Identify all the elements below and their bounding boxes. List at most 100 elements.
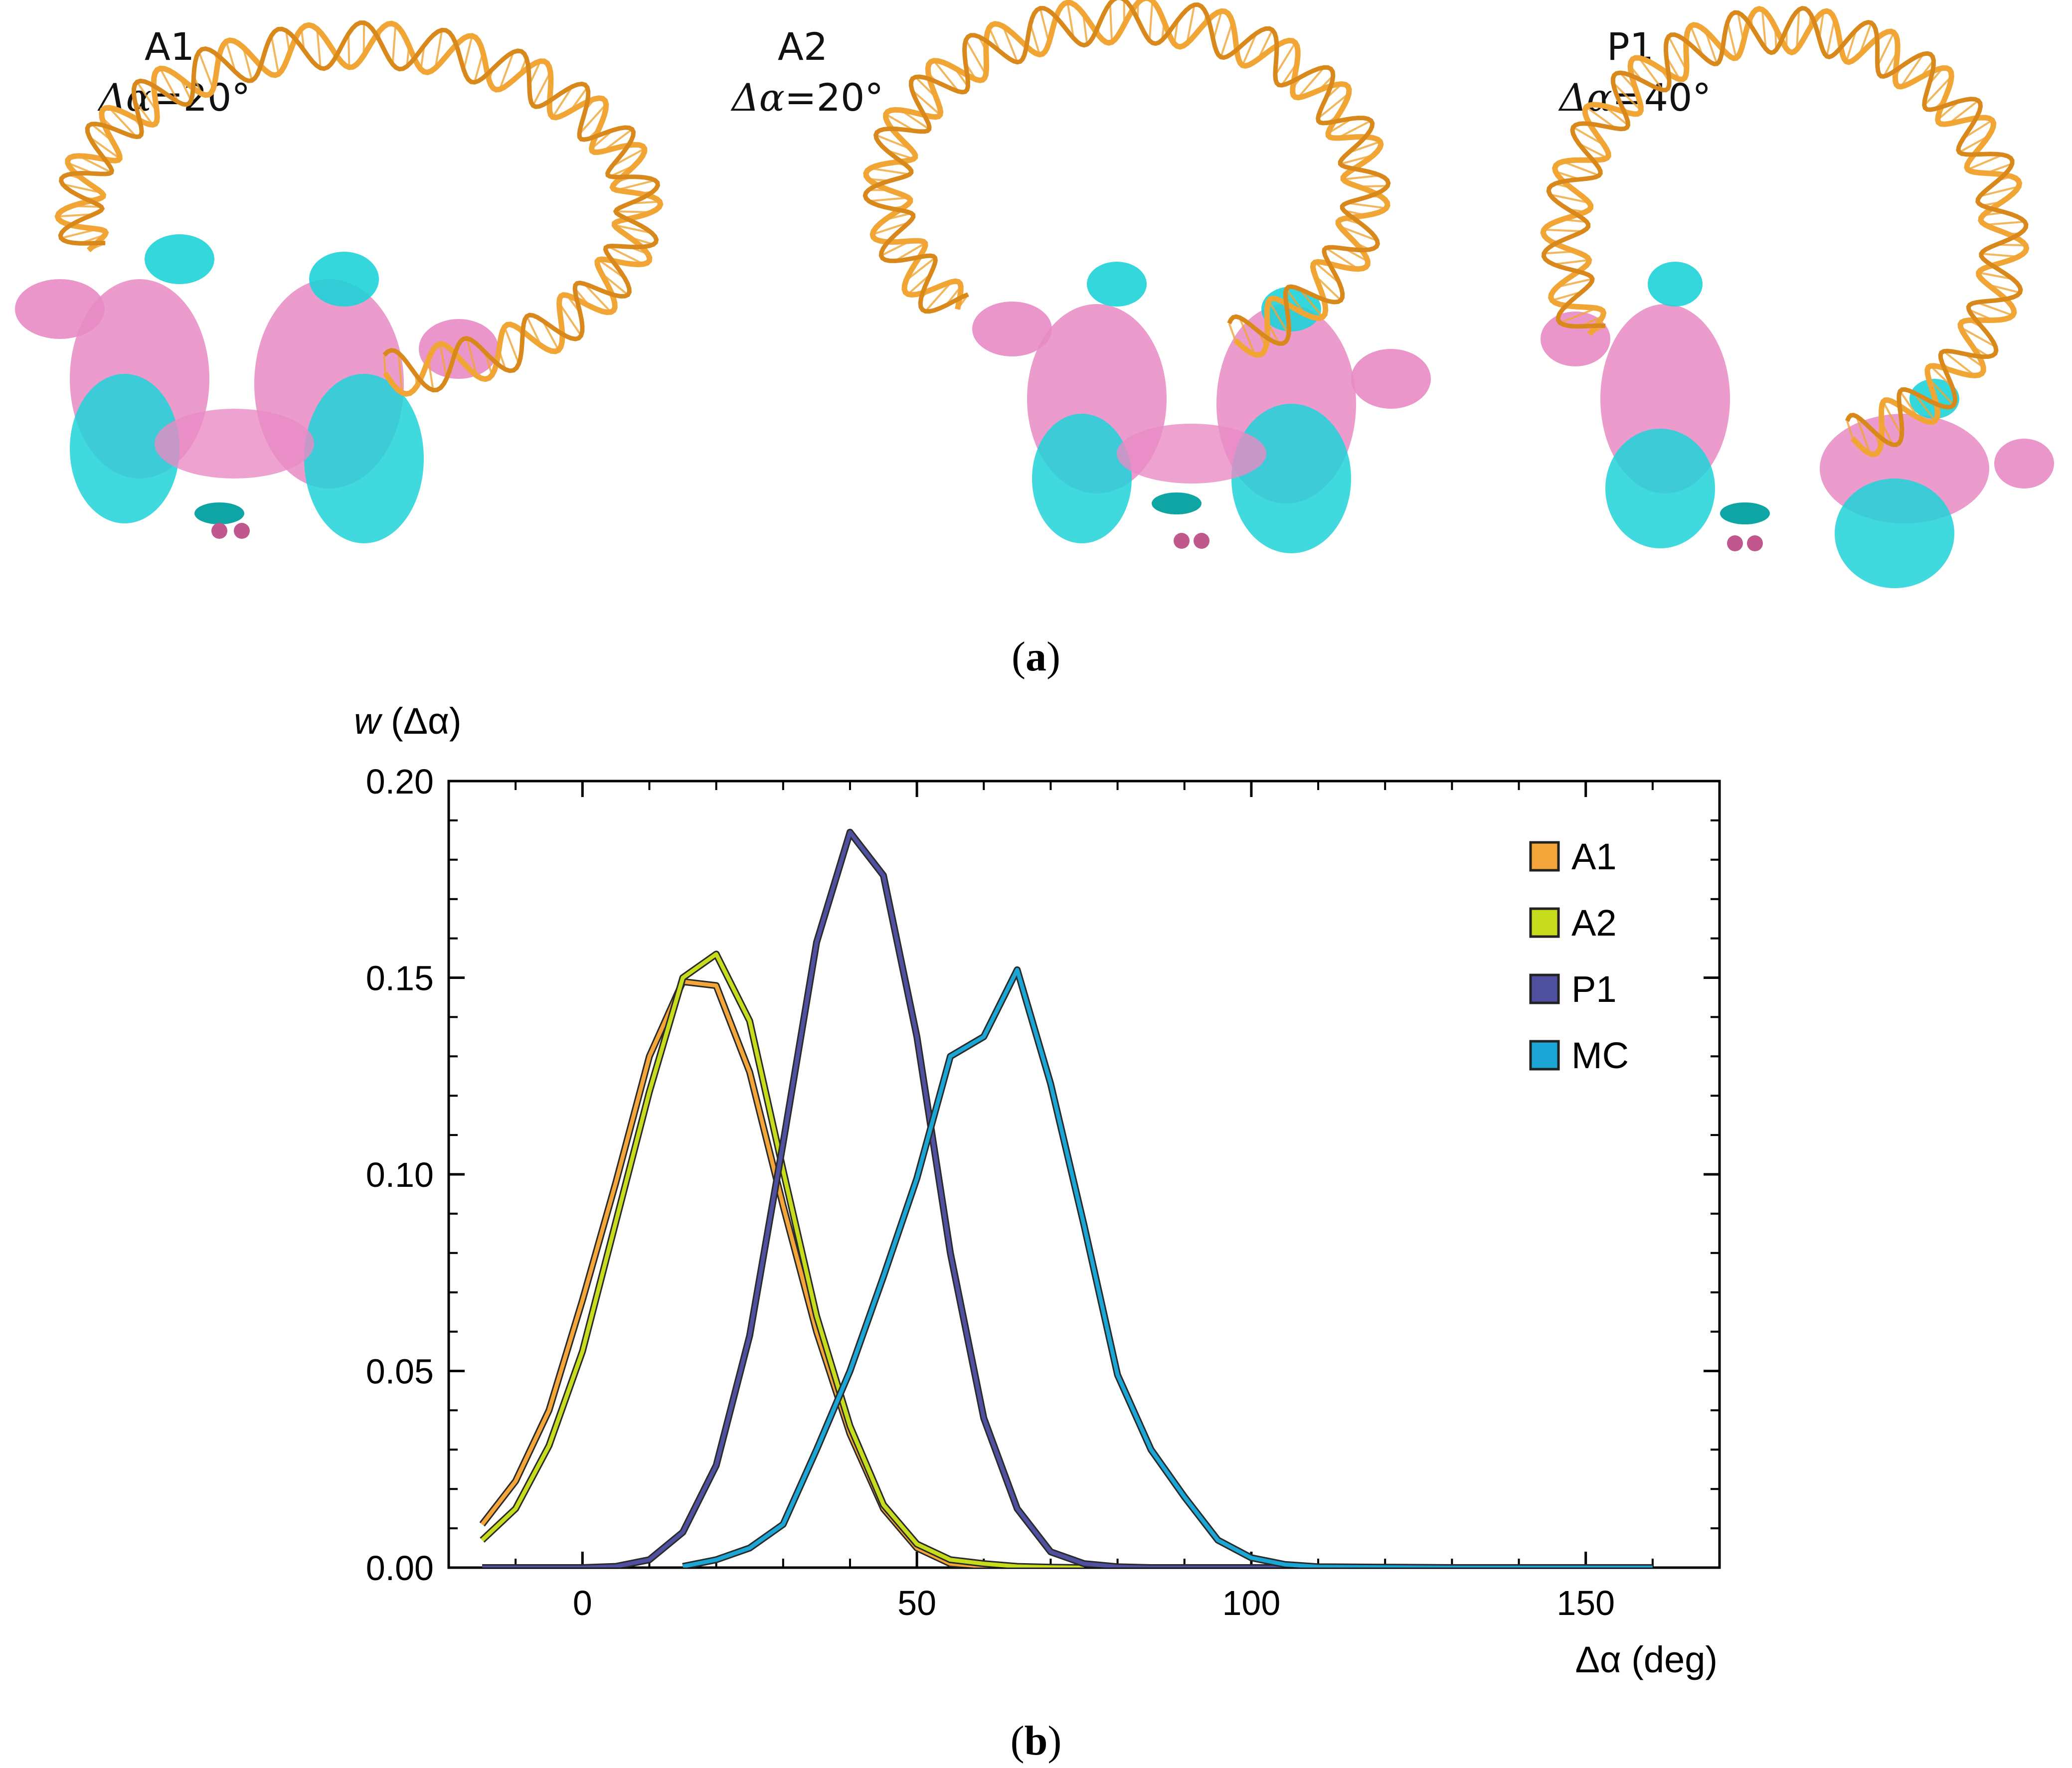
series-line-mc: [682, 967, 1653, 1568]
series-lines: [479, 828, 1653, 1568]
series-outline-mc: [682, 966, 1653, 1568]
dna-base-pair: [583, 283, 612, 313]
dna-base-pair: [1985, 220, 2025, 226]
dna-base-pair: [1109, 3, 1113, 42]
dna-base-pair: [611, 148, 645, 167]
dna-base-pair: [1877, 32, 1895, 67]
dna-base-pair: [1612, 82, 1642, 111]
dna-base-pair: [1039, 8, 1050, 43]
y-tick-label-0: 0.00: [366, 1549, 434, 1588]
dna-base-pair: [198, 51, 214, 90]
y-axis-label: w (Δα): [354, 700, 462, 742]
dna-base-pair: [89, 136, 121, 160]
dna-base-pair: [1855, 416, 1872, 455]
dna-base-pair: [1066, 2, 1075, 38]
series-line-a2: [481, 952, 1084, 1568]
dna-base-pair: [1943, 350, 1976, 377]
dna-base-pair: [870, 167, 910, 175]
dna-base-pair: [1826, 18, 1836, 57]
dna-base-pair: [1347, 202, 1386, 209]
dna-base-pair: [1544, 228, 1583, 233]
dna-base-pair: [965, 39, 987, 75]
dna-base-pair: [439, 343, 448, 379]
series-p1: [482, 828, 1319, 1568]
dna-base-pair: [1638, 57, 1664, 91]
dna-base-pair: [905, 257, 936, 282]
dna-base-pair: [1979, 185, 2019, 197]
dna-base-pair: [1556, 278, 1593, 288]
dna-base-pair: [1923, 75, 1952, 106]
dna-base-pair: [499, 51, 515, 90]
dna-base-pair: [159, 68, 179, 103]
dna-base-pair: [1690, 25, 1704, 57]
dna-base-pair: [383, 355, 386, 373]
dna-base-pair: [1339, 225, 1378, 242]
structure-p1: P1 Δα=40°: [1541, 24, 2054, 588]
legend-label-p1: P1: [1571, 968, 1617, 1010]
dna-base-pair: [1148, 0, 1154, 41]
legend-label-a2: A2: [1571, 902, 1617, 944]
dna-base-pair: [347, 33, 350, 68]
series-mc: [682, 966, 1653, 1568]
dna-base-pair: [1978, 271, 2013, 280]
dna-base-pair: [1882, 401, 1903, 437]
dna-base-pair: [1238, 317, 1256, 355]
dna-strand-2: [1541, 5, 2029, 447]
x-tick-label-0: 0: [573, 1584, 592, 1622]
x-tick-label-3: 150: [1556, 1584, 1615, 1622]
dna-base-pair: [1212, 10, 1223, 41]
dna-base-pair: [1900, 53, 1924, 88]
dna-base-pair: [1343, 174, 1381, 180]
protein-complex-a1: [15, 234, 499, 543]
dna-base-pair: [1241, 32, 1257, 66]
legend-swatch-p1: [1529, 973, 1560, 1004]
dna-base-pair: [894, 242, 926, 262]
dna-helix-a1: [54, 20, 664, 397]
legend: A1 A2 P1 MC: [1529, 836, 1629, 1076]
dna-base-pair: [1274, 42, 1296, 76]
dna-base-pair: [466, 338, 478, 376]
dna-base-pair: [1553, 259, 1589, 266]
series-line-p1: [482, 830, 1319, 1568]
legend-label-mc: MC: [1571, 1035, 1629, 1076]
dna-helix-a2: [863, 0, 1391, 358]
series-outline-a2: [480, 951, 1084, 1568]
dna-strand-1: [1540, 5, 2030, 458]
dna-base-pair: [872, 221, 909, 236]
dna-base-pair: [1228, 323, 1236, 341]
panel-b-label: (b): [1011, 1718, 1062, 1764]
dna-base-pair: [270, 35, 280, 74]
series-line-a1: [480, 979, 1018, 1568]
protein-complex-a2: [972, 262, 1431, 553]
legend-label-a1: A1: [1571, 836, 1617, 877]
dna-base-pair: [1981, 253, 2019, 258]
axis-ticks: 0 50 100 150 0.00 0.05 0.10 0.15 0.20: [366, 762, 1720, 1622]
dna-base-pair: [1559, 307, 1597, 324]
dna-base-pair: [108, 107, 138, 138]
dna-base-pair: [1002, 25, 1019, 63]
dna-base-pair: [1317, 93, 1350, 120]
structure-a1: A1 Δα=20°: [15, 24, 499, 543]
dna-strand-1: [54, 20, 664, 397]
dna-base-pair: [1913, 392, 1936, 422]
dna-base-pair: [397, 353, 403, 393]
dna-base-pair: [1186, 4, 1196, 44]
dna-base-pair: [1846, 421, 1854, 439]
structure-name-a1: A1: [145, 24, 194, 69]
structure-value-a2: Δα=20°: [730, 75, 884, 120]
protein-complex-p1: [1541, 262, 2054, 588]
dna-base-pair: [1029, 23, 1041, 55]
dna-base-pair: [391, 24, 397, 65]
molecular-structures-panel: A1 Δα=20° A2 Δα=20°: [15, 0, 2054, 588]
dna-base-pair: [225, 41, 237, 73]
dna-base-pair: [607, 245, 644, 265]
dna-base-pair: [1268, 300, 1290, 335]
x-axis-label: Δα (deg): [1575, 1639, 1718, 1680]
legend-swatch-a1: [1529, 841, 1560, 872]
dna-base-pair: [558, 302, 582, 336]
dna-helices: [54, 0, 2030, 458]
dna-base-pair: [504, 326, 520, 364]
x-tick-label-2: 100: [1222, 1584, 1280, 1622]
dna-base-pair: [1845, 29, 1858, 62]
